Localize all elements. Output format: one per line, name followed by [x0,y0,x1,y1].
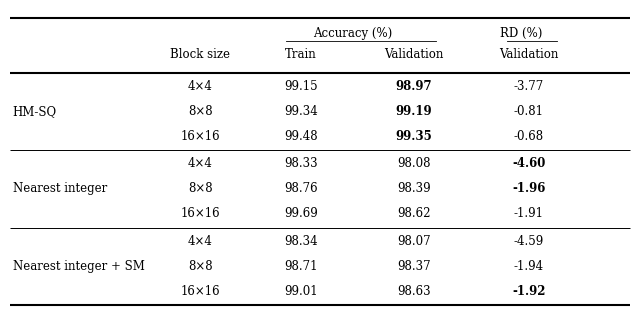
Text: 99.15: 99.15 [284,80,318,93]
Text: Train: Train [285,49,317,61]
Text: 8×8: 8×8 [188,182,212,195]
Text: 98.39: 98.39 [397,182,431,195]
Text: 99.01: 99.01 [284,285,318,298]
Text: 98.62: 98.62 [397,207,430,220]
Text: 98.08: 98.08 [397,157,430,170]
Text: 98.34: 98.34 [284,235,318,248]
Text: 98.76: 98.76 [284,182,318,195]
Text: Nearest integer + SM: Nearest integer + SM [13,260,145,273]
Text: -1.96: -1.96 [512,182,545,195]
Text: -3.77: -3.77 [514,80,544,93]
Text: -1.94: -1.94 [514,260,544,273]
Text: -1.91: -1.91 [514,207,544,220]
Text: 4×4: 4×4 [188,235,213,248]
Text: -4.60: -4.60 [512,157,545,170]
Text: 99.34: 99.34 [284,105,318,118]
Text: 98.07: 98.07 [397,235,431,248]
Text: -4.59: -4.59 [514,235,544,248]
Text: 4×4: 4×4 [188,80,213,93]
Text: 16×16: 16×16 [180,285,220,298]
Text: -0.68: -0.68 [514,130,544,143]
Text: HM-SQ: HM-SQ [13,105,57,118]
Text: -1.92: -1.92 [512,285,545,298]
Text: 99.69: 99.69 [284,207,318,220]
Text: 98.71: 98.71 [284,260,318,273]
Text: 99.19: 99.19 [396,105,432,118]
Text: 16×16: 16×16 [180,130,220,143]
Text: Validation: Validation [499,49,559,61]
Text: Validation: Validation [384,49,444,61]
Text: 4×4: 4×4 [188,157,213,170]
Text: -0.81: -0.81 [514,105,544,118]
Text: Block size: Block size [170,49,230,61]
Text: 98.63: 98.63 [397,285,431,298]
Text: 16×16: 16×16 [180,207,220,220]
Text: 99.35: 99.35 [396,130,432,143]
Text: Nearest integer: Nearest integer [13,182,107,195]
Text: 98.97: 98.97 [396,80,432,93]
Text: RD (%): RD (%) [500,27,542,40]
Text: 98.37: 98.37 [397,260,431,273]
Text: Accuracy (%): Accuracy (%) [313,27,392,40]
Text: 8×8: 8×8 [188,260,212,273]
Text: 8×8: 8×8 [188,105,212,118]
Text: 99.48: 99.48 [284,130,318,143]
Text: 98.33: 98.33 [284,157,318,170]
